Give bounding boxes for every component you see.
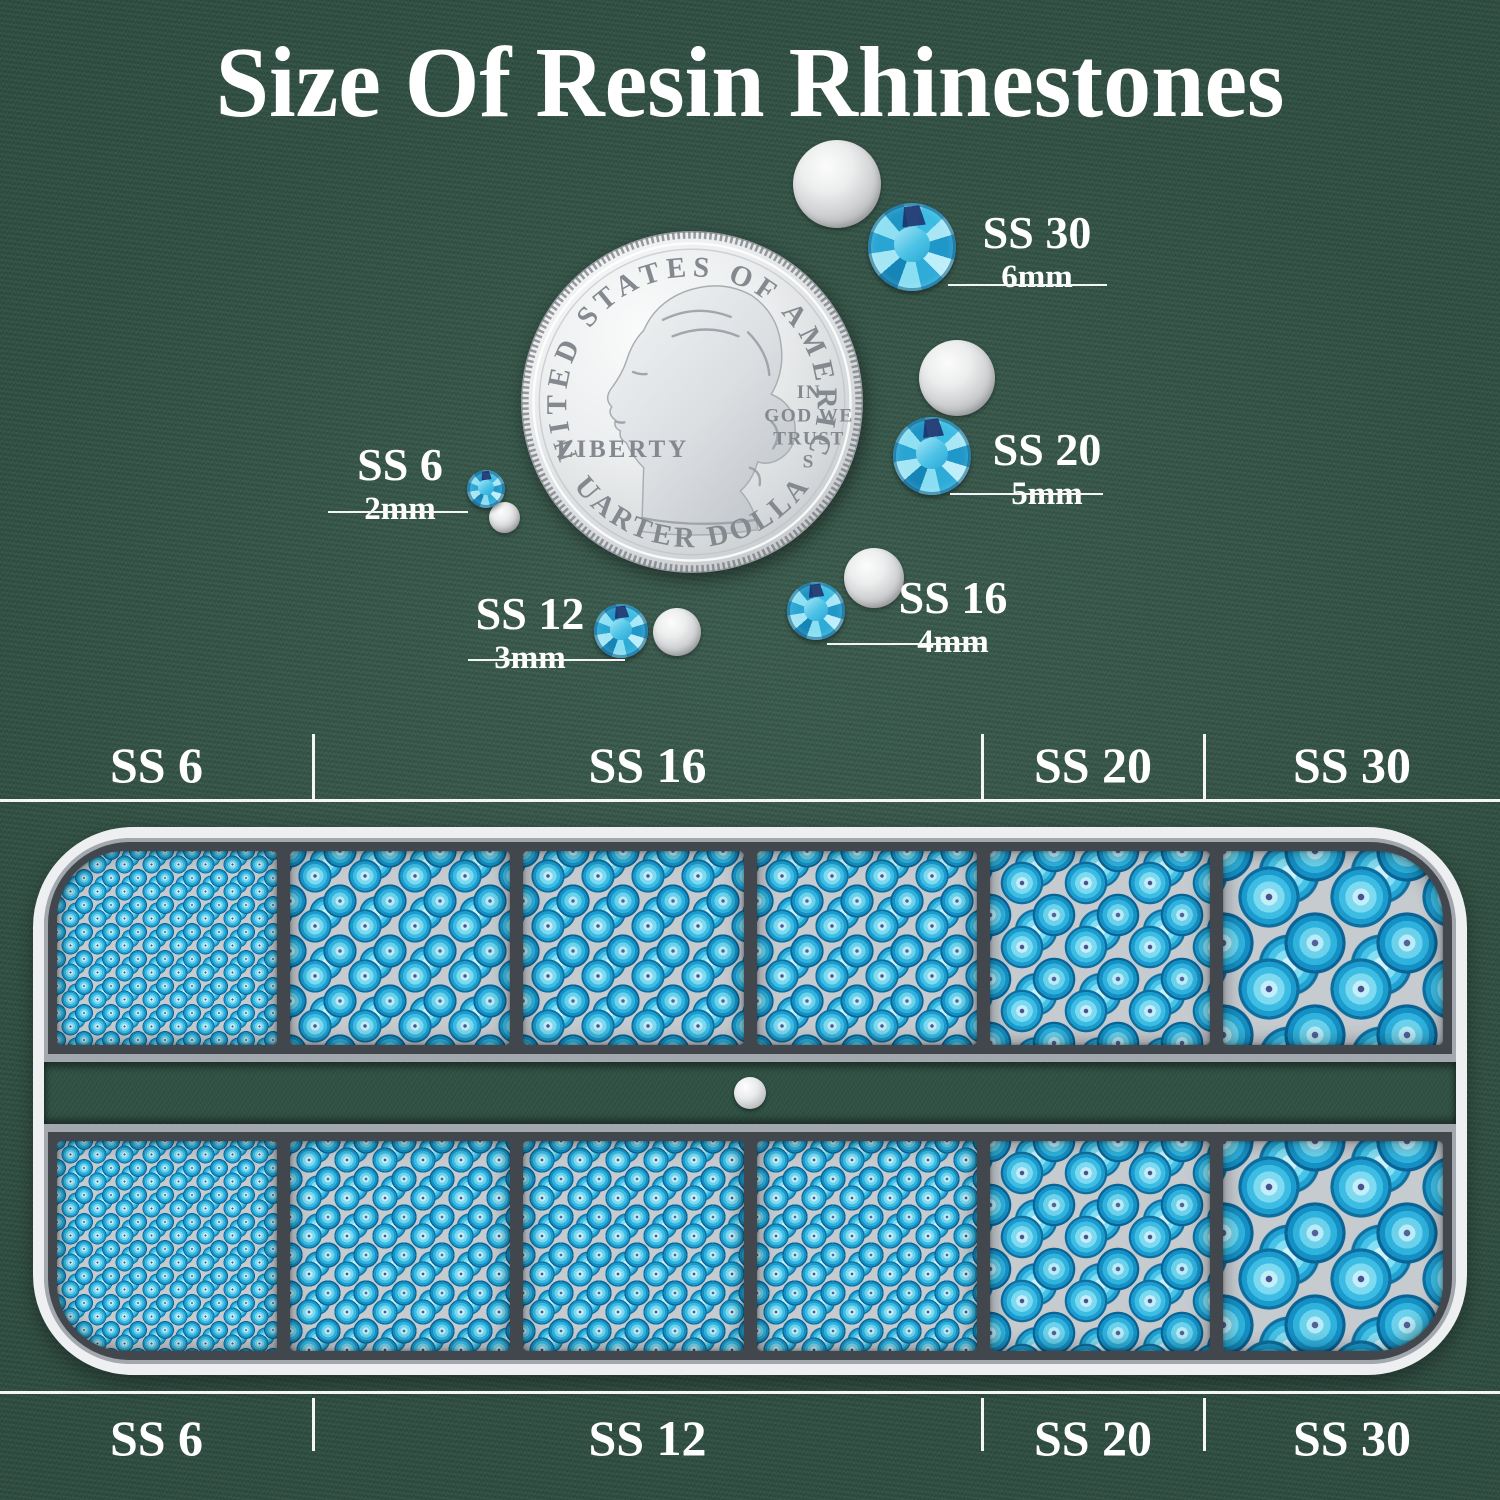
callout-ss12-size: 3mm	[494, 640, 566, 676]
scale-cell: SS 6	[0, 1394, 313, 1500]
scale-label-ss16-top: SS 16	[588, 737, 707, 793]
scale-cell: SS 30	[1203, 1394, 1500, 1500]
coin-mint-mark: S	[803, 452, 814, 473]
callout-ss30-label: SS 30	[982, 207, 1092, 258]
compartment-bottom-ss30	[1222, 1141, 1444, 1351]
washington-bust	[606, 285, 796, 536]
compartment-bottom-ss12-2	[523, 1141, 744, 1351]
rhinestone-back-disc-right	[919, 340, 995, 416]
scale-cell: SS 20	[981, 1394, 1204, 1500]
quarter-coin-image: UNITED STATES OF AMERICA QUARTER DOLLAR …	[518, 228, 863, 573]
scale-label-ss20-top: SS 20	[1033, 737, 1153, 793]
callout-ss12: SS 12 3mm	[475, 588, 585, 677]
scale-label-ss6-top: SS 6	[109, 737, 204, 793]
case-bottom-row	[44, 1128, 1456, 1364]
rhinestone-back-disc-bottom-middle	[653, 608, 701, 656]
coin-rim-inner	[538, 248, 846, 556]
scale-label-ss20-bottom: SS 20	[1033, 1410, 1153, 1466]
compartment-top-ss16-1	[290, 851, 511, 1045]
callout-ss16-size: 4mm	[917, 624, 989, 660]
rhinestone-back-disc-left	[489, 502, 520, 533]
rhinestone-back-disc-bottom-right	[844, 548, 904, 608]
rhinestone-gem-ss6	[467, 470, 505, 508]
rhinestone-gem-ss12	[594, 604, 648, 658]
callout-ss30: SS 30 6mm	[982, 207, 1092, 296]
bottom-size-scale: SS 6 SS 12 SS 20 SS 30	[0, 1391, 1500, 1500]
silver-bead	[734, 1077, 766, 1109]
rhinestone-storage-case	[33, 827, 1467, 1375]
scale-label-ss12-bottom: SS 12	[588, 1410, 707, 1466]
compartment-top-ss20	[989, 851, 1210, 1045]
page-title: Size Of Resin Rhinestones	[215, 26, 1285, 138]
callout-underline-ss16	[827, 643, 983, 645]
compartment-bottom-ss6	[57, 1141, 278, 1351]
coin-liberty-text: LIBERTY	[557, 436, 690, 463]
callout-ss6-label: SS 6	[357, 439, 443, 490]
callout-ss20: SS 20 5mm	[992, 424, 1102, 513]
case-top-row	[44, 838, 1456, 1058]
compartment-bottom-ss12-3	[756, 1141, 977, 1351]
coin-reeded-edge	[521, 231, 863, 573]
callout-underline-ss30	[948, 284, 1107, 286]
rhinestone-gem-ss20	[893, 417, 971, 495]
coin-motto-line3: TRUST	[773, 429, 845, 450]
callout-ss20-label: SS 20	[992, 424, 1102, 475]
callout-ss12-label: SS 12	[475, 588, 585, 639]
scale-label-ss30-top: SS 30	[1292, 737, 1412, 793]
compartment-top-ss16-3	[756, 851, 977, 1045]
coin-rim-highlight	[532, 242, 852, 562]
callout-underline-ss12	[468, 659, 625, 661]
case-hinge-channel	[44, 1058, 1456, 1128]
callout-ss16: SS 16 4mm	[898, 572, 1008, 661]
rhinestone-gem-ss16	[787, 582, 845, 640]
scale-label-ss6-bottom: SS 6	[109, 1410, 204, 1466]
callout-ss6-size: 2mm	[364, 491, 436, 527]
scale-cell: SS 12	[312, 1394, 982, 1500]
rhinestone-gem-ss30	[868, 203, 956, 291]
top-size-scale: SS 6 SS 16 SS 20 SS 30	[0, 731, 1500, 802]
compartment-top-ss16-2	[523, 851, 744, 1045]
scale-cell: SS 30	[1203, 731, 1500, 799]
scale-cell: SS 16	[312, 731, 982, 799]
rhinestone-back-disc-top	[793, 140, 881, 228]
compartment-bottom-ss12-1	[290, 1141, 511, 1351]
callout-ss16-label: SS 16	[898, 572, 1008, 623]
callout-ss6: SS 6 2mm	[357, 439, 443, 528]
coin-motto-line1: IN	[797, 382, 821, 403]
callout-underline-ss6	[328, 511, 468, 513]
callout-underline-ss20	[950, 493, 1103, 495]
compartment-top-ss30	[1222, 851, 1444, 1045]
callout-ss30-size: 6mm	[1001, 259, 1073, 295]
scale-label-ss30-bottom: SS 30	[1292, 1410, 1412, 1466]
scale-cell: SS 20	[981, 731, 1204, 799]
coin-motto-line2: GOD WE	[764, 405, 853, 426]
scale-cell: SS 6	[0, 731, 313, 799]
compartment-top-ss6	[57, 851, 278, 1045]
compartment-bottom-ss20	[989, 1141, 1210, 1351]
